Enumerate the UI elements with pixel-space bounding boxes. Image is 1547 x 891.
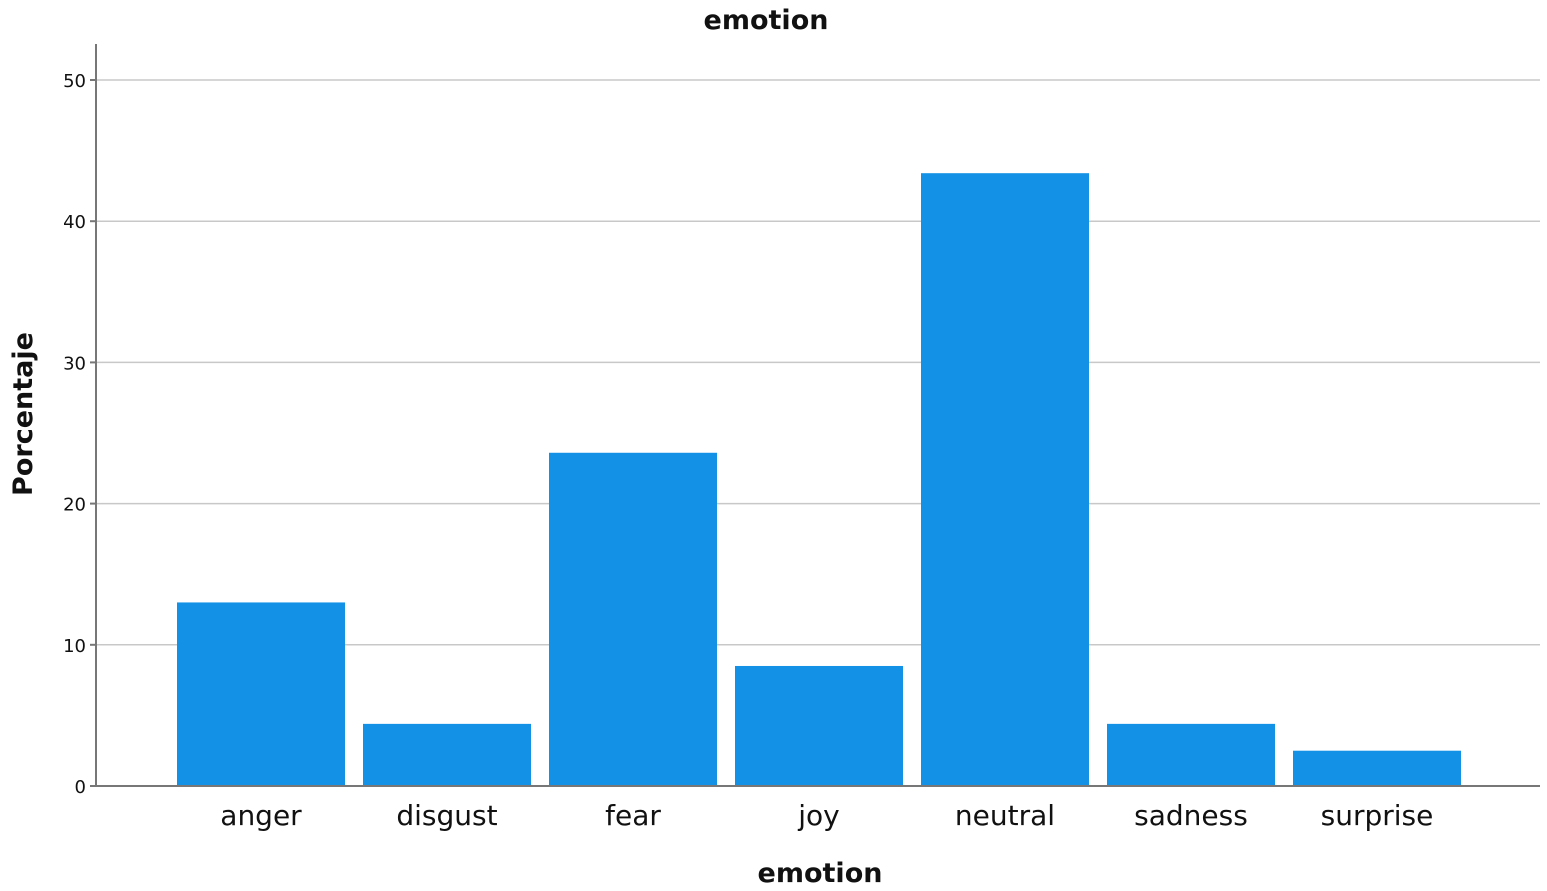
bar-anger bbox=[177, 602, 345, 786]
y-tick-label-40: 40 bbox=[63, 212, 86, 233]
bar-fear bbox=[549, 452, 717, 786]
x-tick-label-fear: fear bbox=[605, 799, 661, 832]
x-tick-label-joy: joy bbox=[797, 799, 839, 832]
bar-surprise bbox=[1293, 750, 1461, 786]
x-axis-title: emotion bbox=[758, 858, 883, 889]
x-tick-label-neutral: neutral bbox=[955, 799, 1055, 832]
bar-sadness bbox=[1107, 723, 1275, 786]
y-tick-labels: 0 10 20 30 40 50 bbox=[63, 71, 86, 798]
y-tick-label-0: 0 bbox=[75, 777, 86, 798]
x-tick-label-sadness: sadness bbox=[1134, 799, 1248, 832]
bar-neutral bbox=[921, 173, 1089, 786]
x-tick-labels: anger disgust fear joy neutral sadness surpris… bbox=[220, 799, 1433, 832]
y-tick-label-30: 30 bbox=[63, 353, 86, 374]
y-axis-title: Porcentaje bbox=[8, 332, 39, 496]
chart-title: emotion bbox=[704, 5, 829, 36]
axes bbox=[90, 44, 1540, 787]
x-tick-label-disgust: disgust bbox=[396, 799, 497, 832]
y-tick-label-10: 10 bbox=[63, 636, 86, 657]
gridlines bbox=[96, 79, 1540, 646]
bars bbox=[177, 173, 1461, 786]
y-tick-label-20: 20 bbox=[63, 495, 86, 516]
x-tick-label-anger: anger bbox=[220, 799, 302, 832]
y-tick-label-50: 50 bbox=[63, 71, 86, 92]
x-tick-label-surprise: surprise bbox=[1321, 799, 1434, 832]
bar-disgust bbox=[363, 723, 531, 786]
bar-joy bbox=[735, 665, 903, 786]
